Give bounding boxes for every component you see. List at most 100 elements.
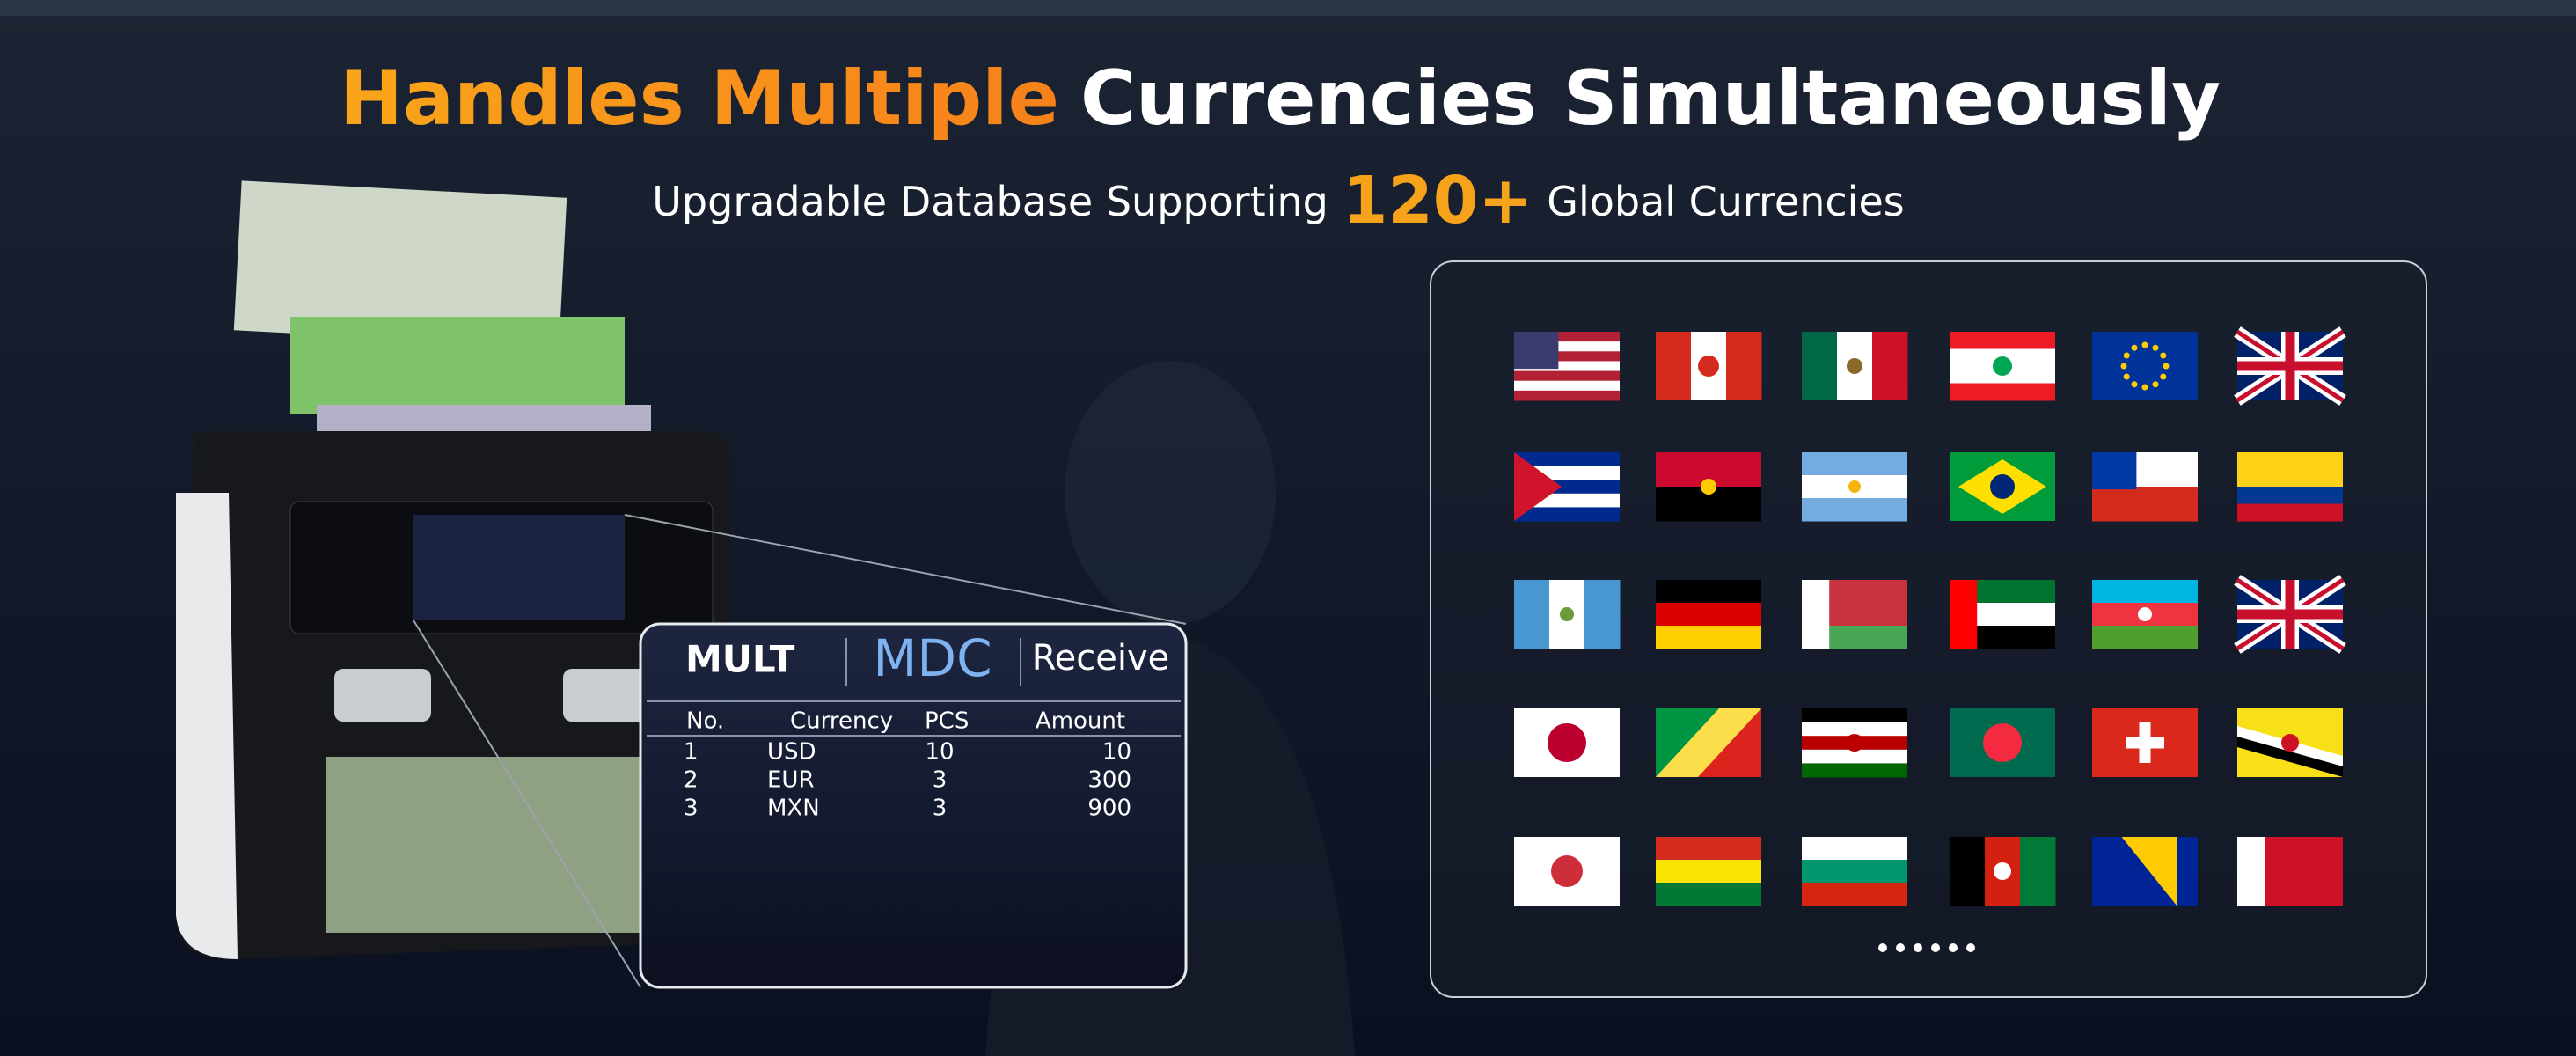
more-indicator <box>1878 943 1975 952</box>
flag-diagonal <box>2237 737 2343 777</box>
table-cell: 10 <box>925 739 954 766</box>
table-cell: 900 <box>1087 796 1131 822</box>
flag-star <box>2123 352 2130 359</box>
table-cell: EUR <box>767 767 815 794</box>
flag-stripe <box>1656 860 1761 884</box>
flag-emblem <box>1846 734 1863 752</box>
flag-cross <box>2237 332 2343 400</box>
flag-stripe <box>1514 370 1620 382</box>
flag <box>2092 332 2198 400</box>
table-cell: 3 <box>933 796 948 822</box>
flag-stripe <box>2237 503 2343 522</box>
flag-stripe <box>1950 580 1978 649</box>
table-cell: USD <box>767 739 816 766</box>
flag <box>2237 708 2343 777</box>
flag-stripe <box>1514 361 1620 372</box>
table-cell: 300 <box>1087 767 1131 794</box>
banknote <box>290 317 625 414</box>
flag-star <box>2141 341 2148 348</box>
flag-emblem <box>1983 723 2022 762</box>
screen-status: Receive <box>1032 638 1170 678</box>
dot <box>1931 943 1940 952</box>
column-header: Currency <box>790 708 893 735</box>
table-cell: 10 <box>1102 739 1131 766</box>
flag <box>2092 452 2198 522</box>
flag-stripe <box>1802 749 1907 764</box>
banknote <box>233 180 567 348</box>
flag <box>1950 332 2055 401</box>
flag-stripe <box>1656 626 1761 649</box>
screen-mode: MULT <box>685 638 795 681</box>
flag-star <box>2120 363 2127 370</box>
flag-stripe <box>1656 580 1761 604</box>
title-main: Currencies Simultaneously <box>1080 55 2221 143</box>
flag-stripe <box>1656 332 1692 400</box>
flag-stripe <box>1950 837 1986 906</box>
flag <box>1950 452 2055 521</box>
screen-table: No. Currency PCS Amount 1 USD 10 10 2 EUR 3 300 3 MXN… <box>684 708 1131 822</box>
flag-stripe <box>1584 580 1621 649</box>
flag <box>1656 708 1761 777</box>
flag <box>1656 837 1761 906</box>
flag-stripe <box>1802 498 1907 522</box>
flag-star <box>2123 373 2130 380</box>
flag <box>1514 580 1621 649</box>
flag-stripe <box>1802 763 1907 778</box>
machine-side <box>176 493 238 959</box>
flag-stripe <box>1802 837 1907 861</box>
flag-emblem <box>1993 356 2012 376</box>
flag-star <box>2152 344 2159 351</box>
subtitle: Upgradable Database Supporting 120+ Global… <box>652 163 1904 238</box>
flag-stripe <box>1656 837 1761 861</box>
table-cell: 3 <box>684 796 699 822</box>
flag <box>2092 580 2198 649</box>
flag-emblem <box>1847 358 1862 374</box>
flag-cross <box>2237 580 2343 649</box>
table-cell: MXN <box>767 796 820 822</box>
flag <box>1802 452 1907 522</box>
flag <box>2234 326 2346 406</box>
flag-stripe <box>2092 580 2198 604</box>
flag-stripe <box>1514 390 1620 401</box>
flag <box>1514 452 1620 522</box>
flag-stripe <box>2092 626 2198 649</box>
column-header: PCS <box>925 708 969 735</box>
subtitle-suffix: Global Currencies <box>1547 178 1904 225</box>
flag-emblem <box>1551 855 1583 887</box>
column-header: Amount <box>1036 708 1125 735</box>
flag-emblem <box>1994 862 2011 880</box>
dot <box>1949 943 1958 952</box>
flag-star <box>2141 384 2148 391</box>
title: Handles Multiple Currencies Simultaneousl… <box>340 55 2221 143</box>
currency-counter <box>176 180 1187 988</box>
title-highlight: Handles Multiple <box>340 55 1059 143</box>
subtitle-prefix: Upgradable Database Supporting <box>652 178 1328 225</box>
flag-stripe <box>1802 883 1907 906</box>
flag-stripe <box>2020 837 2056 906</box>
dot <box>1966 943 1975 952</box>
flag-stripe <box>1872 332 1908 400</box>
flag <box>1802 708 1907 778</box>
dot <box>1914 943 1922 952</box>
flag-stripe <box>1514 507 1620 522</box>
flag-stripe <box>2092 487 2198 522</box>
flag-stripe <box>2237 837 2265 906</box>
flag-emblem <box>1548 723 1586 762</box>
table-cell: 1 <box>684 739 699 766</box>
flag-stripe <box>2237 469 2343 488</box>
flag-stripe <box>1514 580 1550 649</box>
banknote-stack <box>326 757 642 933</box>
flag-stripe <box>1802 332 1838 400</box>
flag <box>1950 708 2055 777</box>
flag <box>2092 708 2198 777</box>
table-cell: 2 <box>684 767 699 794</box>
dot <box>1878 943 1887 952</box>
flag <box>1802 837 1907 906</box>
flag-canton <box>1514 332 1559 370</box>
flag-stripe <box>1950 383 2055 401</box>
flag-stripe <box>1514 332 1620 342</box>
flag <box>1950 580 2055 649</box>
flag-diagonal <box>1656 708 1719 777</box>
flag-star <box>2160 373 2167 380</box>
